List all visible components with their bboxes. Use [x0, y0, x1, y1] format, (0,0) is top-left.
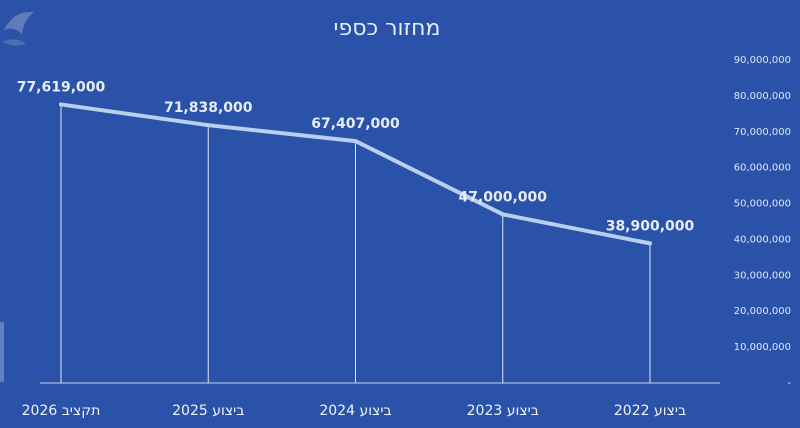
x-tick-label: ביצוע 2023 [467, 403, 539, 419]
y-tick-label: 20,000,000 [734, 306, 791, 317]
data-point [648, 241, 652, 246]
logo-icon [2, 11, 34, 46]
x-tick-label: ביצוע 2024 [319, 403, 391, 419]
y-tick-label: 60,000,000 [734, 163, 791, 174]
data-point [59, 102, 63, 107]
y-tick-label: 80,000,000 [734, 91, 791, 102]
y-tick-label: 50,000,000 [734, 199, 791, 210]
y-tick-label: 90,000,000 [734, 55, 791, 66]
data-labels: 77,619,000 71,838,000 67,407,000 47,000,000… [17, 79, 695, 234]
left-edge-accent [0, 322, 4, 382]
y-axis: - 10,000,000 20,000,000 30,000,000 40,000,00… [734, 55, 792, 389]
data-label: 67,407,000 [311, 116, 400, 132]
data-label: 77,619,000 [17, 79, 106, 95]
data-label: 38,900,000 [606, 218, 695, 234]
x-tick-label: ביצוע 2025 [172, 403, 244, 419]
x-tick-label: תקציב 2026 [22, 403, 101, 419]
data-point [353, 139, 358, 144]
y-tick-label: - [787, 378, 791, 389]
y-tick-label: 70,000,000 [734, 127, 791, 138]
data-point [206, 123, 211, 128]
chart-title: מחזור כספי [334, 16, 441, 41]
x-axis: תקציב 2026 ביצוע 2025 ביצוע 2024 ביצוע 2023… [22, 403, 686, 419]
y-tick-label: 40,000,000 [734, 234, 791, 245]
data-label: 71,838,000 [164, 100, 253, 116]
data-point [500, 212, 505, 217]
data-label: 47,000,000 [458, 189, 547, 205]
y-tick-label: 10,000,000 [734, 342, 791, 353]
y-tick-label: 30,000,000 [734, 270, 791, 281]
x-tick-label: ביצוע 2022 [614, 403, 686, 419]
drop-lines [60, 104, 651, 383]
series-layer [59, 102, 652, 246]
